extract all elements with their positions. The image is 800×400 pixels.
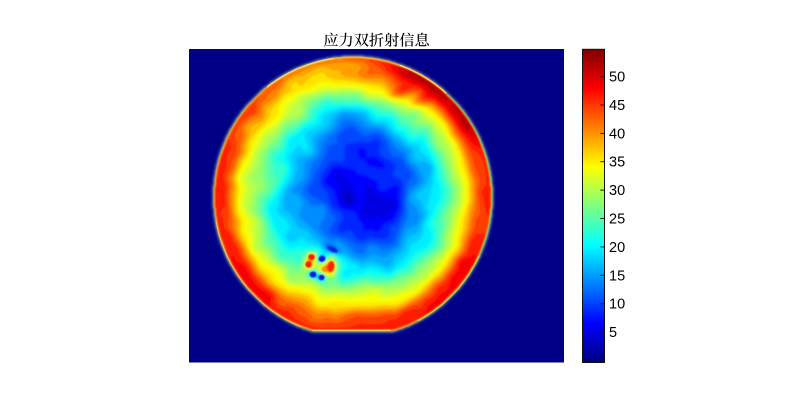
svg-text:10: 10 <box>609 297 625 313</box>
svg-text:30: 30 <box>609 183 625 199</box>
svg-text:5: 5 <box>609 325 617 341</box>
svg-text:45: 45 <box>609 98 625 114</box>
svg-text:25: 25 <box>609 212 625 228</box>
svg-text:15: 15 <box>609 268 625 284</box>
svg-text:35: 35 <box>609 155 625 171</box>
svg-text:50: 50 <box>609 70 625 86</box>
svg-text:40: 40 <box>609 126 625 142</box>
svg-text:20: 20 <box>609 240 625 256</box>
